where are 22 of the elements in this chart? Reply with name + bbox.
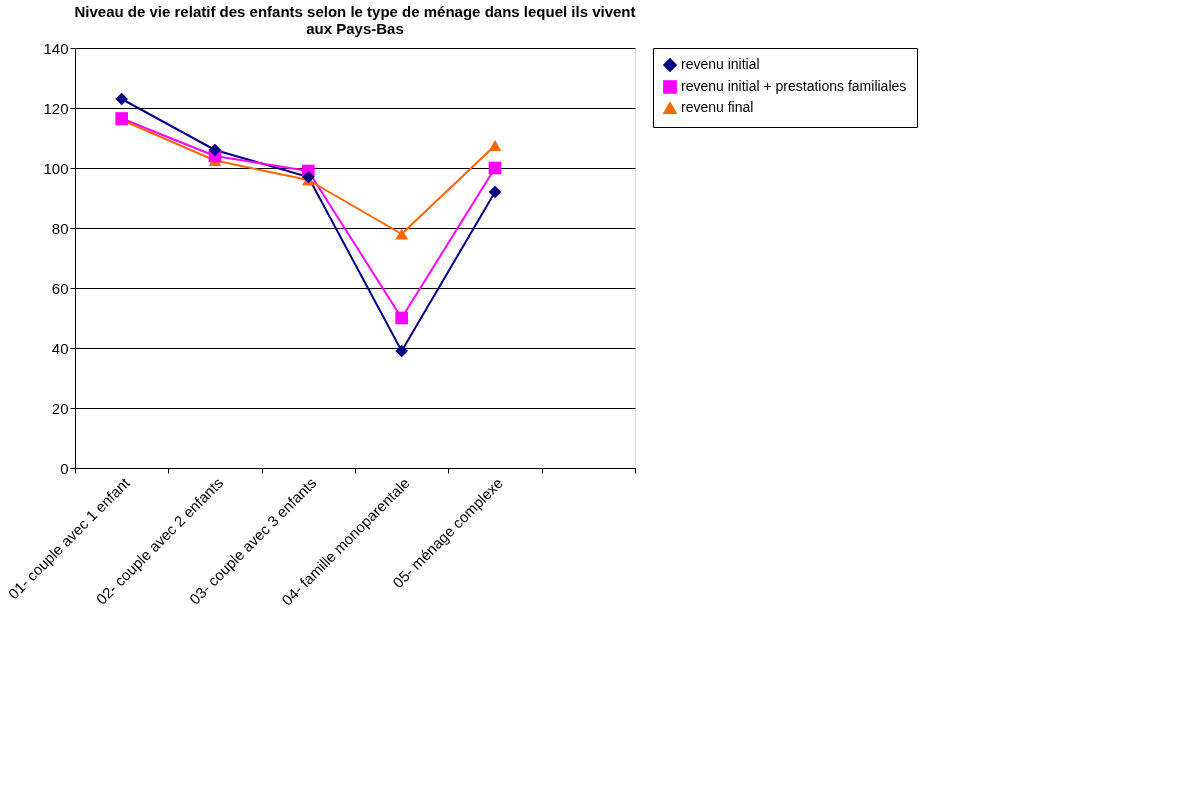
point [395,228,408,240]
legend-label: revenu initial + prestations familiales [681,78,907,94]
point [302,170,315,184]
y-tick-label: 100 [43,159,69,177]
point [488,140,502,151]
point [395,311,408,325]
point [208,143,222,157]
y-tick-label: 0 [60,459,69,477]
text: aux Pays-Bas [306,20,404,37]
y-tick-label: 40 [51,339,69,357]
y-tick-label: 60 [51,279,69,297]
legend-label: revenu initial [681,56,760,72]
point [395,344,408,358]
point [488,161,502,175]
text: Niveau de vie relatif des enfants selon le type de ménage dans lequel ils vivent [74,3,636,20]
y-tick-label: 120 [43,99,69,117]
y-tick-label: 20 [51,399,69,417]
point [488,185,502,199]
y-tick-label: 140 [43,39,69,57]
y-tick-label: 80 [51,219,69,237]
legend-label: revenu final [681,99,754,115]
point [115,92,128,106]
